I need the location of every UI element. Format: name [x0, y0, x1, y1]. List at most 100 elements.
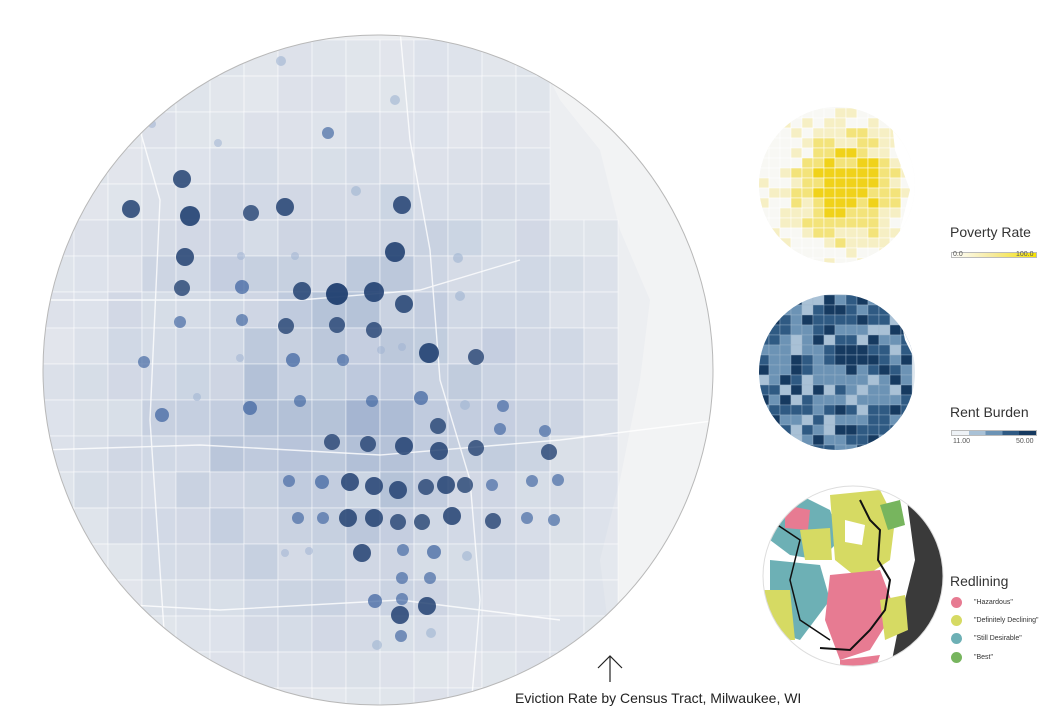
tract-cell — [209, 147, 245, 185]
poverty-max-label: 100.0 — [1016, 251, 1034, 258]
tract-cell — [175, 111, 211, 149]
rent-cell — [790, 354, 803, 366]
rent-cell — [801, 334, 814, 346]
poverty-cell — [900, 237, 913, 249]
hazardous-label: "Hazardous" — [974, 599, 1013, 606]
poverty-cell — [759, 187, 770, 199]
poverty-cell — [867, 247, 880, 259]
eviction-dot — [552, 474, 564, 486]
poverty-cell — [878, 147, 891, 159]
rent-cell — [889, 404, 902, 416]
tract-cell — [277, 651, 313, 689]
tract-cell — [73, 219, 109, 257]
poverty-cell — [801, 177, 814, 189]
tract-cell — [209, 327, 245, 365]
poverty-cell — [845, 167, 858, 179]
rent-cell — [856, 384, 869, 396]
eviction-dot — [539, 425, 551, 437]
rent-cell — [856, 304, 869, 316]
rent-cell — [845, 354, 858, 366]
rent-cell — [812, 334, 825, 346]
poverty-cell — [768, 147, 781, 159]
tract-cell — [175, 75, 211, 113]
poverty-cell — [823, 227, 836, 239]
tract-cell — [447, 147, 483, 185]
tract-cell — [107, 111, 143, 149]
census-tracts — [43, 39, 619, 705]
rent-cell — [768, 384, 781, 396]
rent-cell — [823, 374, 836, 386]
tract-cell — [549, 255, 585, 293]
poverty-cell — [834, 207, 847, 219]
poverty-cell — [768, 127, 781, 139]
tract-cell — [107, 327, 143, 365]
rent-cell — [889, 424, 902, 436]
rent-cell — [834, 364, 847, 376]
eviction-dot — [430, 442, 448, 460]
eviction-dot — [395, 437, 413, 455]
eviction-dot — [326, 283, 348, 305]
poverty-map[interactable] — [755, 105, 920, 270]
rent-cell — [889, 374, 902, 386]
tract-cell — [107, 543, 143, 581]
rent-cell — [856, 394, 869, 406]
tract-cell — [515, 543, 551, 581]
poverty-cell — [845, 177, 858, 189]
poverty-cell — [867, 227, 880, 239]
tract-cell — [583, 363, 619, 401]
tract-cell — [43, 687, 75, 705]
rent-cell — [823, 384, 836, 396]
rent-cell — [867, 394, 880, 406]
eviction-dot — [155, 408, 169, 422]
tract-cell — [73, 39, 109, 77]
poverty-cell — [900, 227, 913, 239]
poverty-cell — [889, 187, 902, 199]
poverty-cell — [790, 117, 803, 129]
poverty-cell — [878, 217, 891, 229]
poverty-cell — [759, 177, 770, 189]
tract-cell — [345, 111, 381, 149]
tract-cell — [141, 471, 177, 509]
poverty-cell — [834, 177, 847, 189]
poverty-cell — [867, 157, 880, 169]
tract-cell — [413, 219, 449, 257]
rent-cell — [856, 374, 869, 386]
poverty-cell — [779, 177, 792, 189]
eviction-map[interactable] — [40, 30, 720, 724]
rent-cell — [845, 444, 858, 450]
rent-cell — [845, 424, 858, 436]
tract-cell — [515, 327, 551, 365]
redlining-map[interactable] — [760, 485, 950, 670]
poverty-cell — [790, 147, 803, 159]
poverty-cell — [823, 257, 836, 263]
rent-cell — [845, 384, 858, 396]
rent-cell — [759, 424, 770, 436]
eviction-dot — [437, 476, 455, 494]
poverty-cell — [856, 217, 869, 229]
rent-cell — [867, 384, 880, 396]
tract-cell — [277, 75, 313, 113]
tract-cell — [481, 687, 517, 705]
hazardous-swatch — [951, 597, 962, 608]
tract-cell — [73, 687, 109, 705]
poverty-cell — [867, 167, 880, 179]
tract-cell — [549, 363, 585, 401]
rent-cell — [878, 434, 891, 446]
rent-cell — [801, 304, 814, 316]
tract-cell — [277, 615, 313, 653]
tract-cell — [209, 183, 245, 221]
rent-min-label: 11.00 — [953, 438, 970, 445]
eviction-dot — [305, 547, 313, 555]
rent-cell — [867, 304, 880, 316]
poverty-cell — [812, 227, 825, 239]
rent-burden-map[interactable] — [755, 292, 925, 457]
tract-cell — [107, 291, 143, 329]
poverty-cell — [856, 137, 869, 149]
rent-cell — [900, 324, 913, 336]
rent-cell — [878, 354, 891, 366]
poverty-cell — [812, 147, 825, 159]
poverty-cell — [790, 107, 803, 119]
poverty-cell — [790, 227, 803, 239]
legend-desirable: "Still Desirable" — [951, 633, 1022, 644]
tract-cell — [481, 579, 517, 617]
